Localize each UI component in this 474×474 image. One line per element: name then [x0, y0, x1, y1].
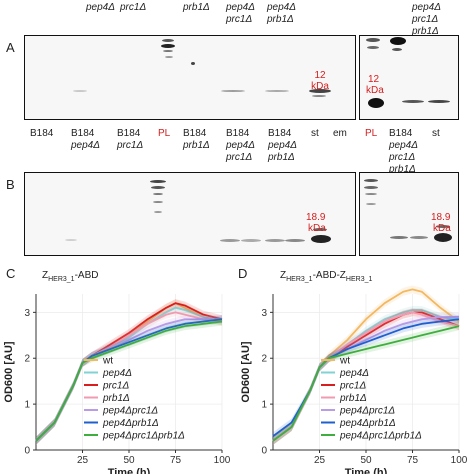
series-band — [36, 315, 222, 445]
lane-label-3b: prc1Δ — [117, 140, 144, 151]
panel-d-letter: D — [238, 266, 248, 281]
legend-label: pep4Δprc1Δprb1Δ — [102, 431, 185, 442]
legend-label: wt — [339, 356, 350, 367]
panel-b-letter: B — [6, 177, 15, 192]
x-tick-label: 100 — [451, 455, 468, 466]
legend-label: wt — [102, 356, 113, 367]
lane-label-em: em — [333, 128, 347, 139]
marker-a-12: 12 — [314, 70, 326, 81]
x-axis-label: Time (h) — [108, 467, 151, 474]
series-line — [35, 320, 223, 442]
panel-a-letter: A — [6, 40, 15, 55]
legend-label: pep4Δprc1Δprb1Δ — [339, 431, 422, 442]
series-band — [36, 315, 222, 445]
legend-label: prc1Δ — [339, 381, 366, 392]
lane-label-pl: PL — [158, 128, 171, 139]
panel-d-title: ZHER3_1-ABD-ZHER3_1 — [280, 270, 373, 283]
y-tick-label: 1 — [24, 400, 30, 411]
x-tick-label: 75 — [170, 455, 182, 466]
y-tick-label: 1 — [261, 400, 267, 411]
panel-c-title: ZHER3_1-ABD — [42, 270, 99, 283]
top-label-prb1: prb1Δ — [183, 2, 210, 13]
lane-label-7a: B184 — [268, 128, 292, 139]
top-label-prc1: prc1Δ — [120, 2, 147, 13]
top-label-pep4-b: pep4Δ — [226, 2, 255, 13]
marker-a-right-kda: kDa — [366, 85, 384, 96]
blot-a-right — [359, 35, 459, 120]
x-tick-label: 100 — [214, 455, 231, 466]
lane-label-7b: pep4Δ — [268, 140, 297, 151]
x-tick-label: 25 — [77, 455, 89, 466]
series-band — [273, 285, 459, 445]
legend-label: pep4Δprc1Δ — [102, 406, 158, 417]
y-tick-label: 3 — [24, 308, 30, 319]
top-label-pep4-d: pep4Δ — [412, 2, 441, 13]
x-tick-label: 75 — [407, 455, 419, 466]
y-tick-label: 2 — [261, 354, 267, 365]
lane-label-11b: pep4Δ — [389, 140, 418, 151]
lane-label-2a: B184 — [71, 128, 95, 139]
lane-label-5a: B184 — [183, 128, 207, 139]
legend-label: prb1Δ — [102, 393, 130, 404]
top-label-prb1-c: prb1Δ — [267, 14, 294, 25]
lane-label-6a: B184 — [226, 128, 250, 139]
x-tick-label: 50 — [360, 455, 372, 466]
y-tick-label: 3 — [261, 308, 267, 319]
marker-b-kda: kDa — [308, 223, 326, 234]
marker-b-189: 18.9 — [306, 212, 326, 223]
legend-label: prc1Δ — [102, 381, 129, 392]
blot-b-right — [359, 172, 459, 256]
series-line — [272, 325, 460, 442]
top-label-pep4: pep4Δ — [86, 2, 115, 13]
legend-label: prb1Δ — [339, 393, 367, 404]
lane-label-pl-right: PL — [365, 128, 378, 139]
legend-label: pep4Δ — [339, 368, 369, 379]
top-label-pep4-c: pep4Δ — [267, 2, 296, 13]
legend-label: pep4Δprb1Δ — [102, 418, 159, 429]
marker-b-right-kda: kDa — [433, 223, 451, 234]
lane-label-st: st — [311, 128, 319, 139]
marker-b-right-189: 18.9 — [431, 212, 451, 223]
lane-label-st-right: st — [432, 128, 440, 139]
y-axis-label: OD600 [AU] — [3, 341, 15, 402]
marker-a-kda: kDa — [311, 81, 329, 92]
lane-label-1: B184 — [30, 128, 54, 139]
series-band — [36, 303, 222, 445]
lane-label-5b: prb1Δ — [183, 140, 210, 151]
top-label-prb1-d: prb1Δ — [412, 26, 439, 37]
series-band — [273, 322, 459, 445]
lane-label-3a: B184 — [117, 128, 141, 139]
top-label-prc1-b: prc1Δ — [226, 14, 253, 25]
lane-label-7c: prb1Δ — [268, 152, 295, 163]
lane-label-11c: prc1Δ — [389, 152, 416, 163]
legend-label: pep4Δ — [102, 368, 132, 379]
y-tick-label: 2 — [24, 354, 30, 365]
series-band — [273, 315, 459, 441]
panel-c-letter: C — [6, 266, 16, 281]
series-band — [36, 317, 222, 445]
lane-label-6c: prc1Δ — [226, 152, 253, 163]
lane-label-11a: B184 — [389, 128, 413, 139]
y-tick-label: 0 — [24, 446, 30, 457]
x-tick-label: 50 — [123, 455, 135, 466]
lane-label-6b: pep4Δ — [226, 140, 255, 151]
marker-a-right-12: 12 — [368, 74, 380, 85]
blot-a-left — [24, 35, 356, 120]
legend-label: pep4Δprc1Δ — [339, 406, 395, 417]
blot-b-left — [24, 172, 356, 256]
x-tick-label: 25 — [314, 455, 326, 466]
lane-label-11d: prb1Δ — [389, 164, 416, 175]
lane-label-2b: pep4Δ — [71, 140, 100, 151]
y-tick-label: 0 — [261, 446, 267, 457]
x-axis-label: Time (h) — [345, 467, 388, 474]
y-axis-label: OD600 [AU] — [240, 341, 252, 402]
legend-label: pep4Δprb1Δ — [339, 418, 396, 429]
top-label-prc1-d: prc1Δ — [412, 14, 439, 25]
